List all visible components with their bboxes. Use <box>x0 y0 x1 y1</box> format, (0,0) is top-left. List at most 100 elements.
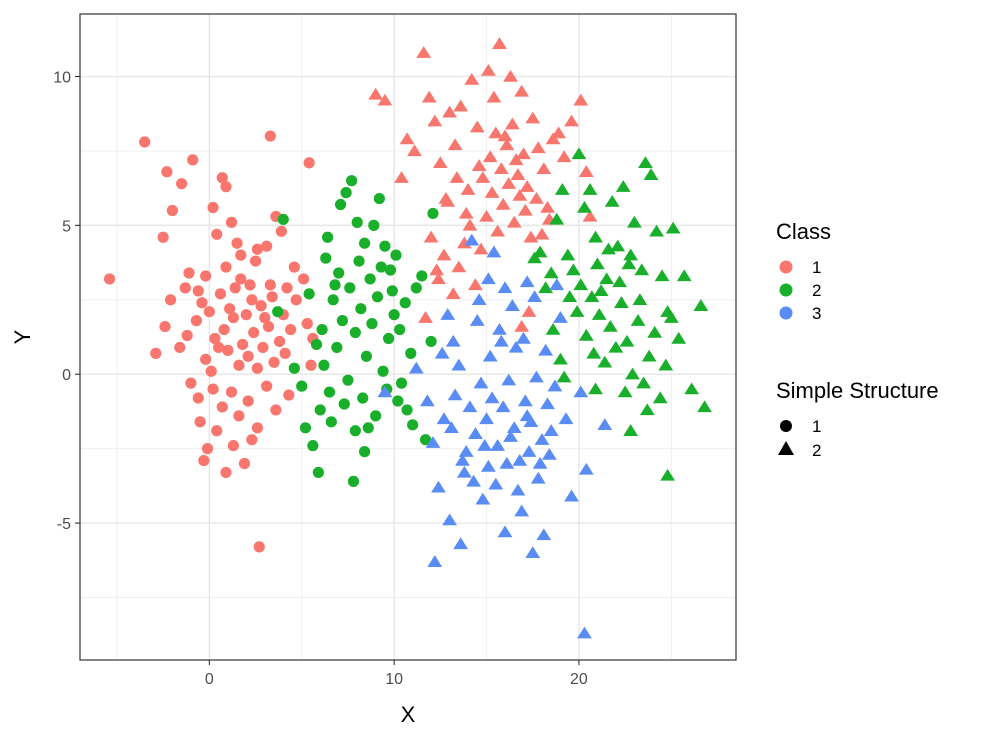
data-point-class-2-circle <box>401 404 413 416</box>
y-axis-title: Y <box>10 329 35 344</box>
data-point-class-1-circle <box>246 434 258 446</box>
data-point-class-2-circle <box>296 380 308 392</box>
data-point-class-1-circle <box>200 353 212 365</box>
data-point-class-3-triangle <box>479 412 494 425</box>
data-point-class-1-circle <box>181 329 193 342</box>
legend-class-2-key <box>779 283 793 297</box>
data-point-class-1-triangle <box>377 93 393 106</box>
data-point-class-1-triangle <box>525 111 541 124</box>
data-point-class-1-circle <box>266 291 278 303</box>
data-point-class-3-triangle <box>527 290 542 303</box>
data-point-class-2-triangle <box>556 370 572 383</box>
data-point-class-1-triangle <box>564 114 579 127</box>
data-point-class-1-circle <box>264 130 276 142</box>
data-point-class-1-circle <box>192 392 204 404</box>
data-point-class-3-triangle <box>480 459 496 472</box>
data-point-class-1-triangle <box>514 319 530 332</box>
data-point-class-2-triangle <box>582 183 598 195</box>
data-point-class-1-circle <box>235 273 247 285</box>
data-point-class-3-triangle <box>543 424 559 436</box>
data-point-class-2-circle <box>327 294 339 306</box>
data-point-class-1-triangle <box>418 311 433 323</box>
data-point-class-2-circle <box>368 219 380 231</box>
data-point-class-1-circle <box>297 273 310 285</box>
data-point-class-1-circle <box>214 288 227 300</box>
data-point-class-1-triangle <box>464 72 480 85</box>
data-point-class-2-triangle <box>599 272 615 285</box>
data-point-class-1-triangle <box>519 180 535 192</box>
data-point-class-2-triangle <box>588 382 603 395</box>
data-point-class-3-triangle <box>534 433 550 445</box>
data-point-class-3-triangle <box>541 447 557 460</box>
data-point-class-3-triangle <box>425 436 441 448</box>
panel-border <box>79 13 737 661</box>
data-point-class-2-triangle <box>684 382 700 395</box>
data-point-class-3-triangle <box>484 391 500 404</box>
data-point-class-2-triangle <box>697 400 712 413</box>
data-point-class-1-triangle <box>471 159 487 172</box>
data-point-class-3-triangle <box>497 281 513 294</box>
data-point-class-1-circle <box>176 178 188 190</box>
data-point-class-2-triangle <box>601 242 616 255</box>
data-point-class-2-triangle <box>649 224 664 237</box>
data-point-class-1-triangle <box>427 114 443 127</box>
data-point-class-1-triangle <box>429 263 445 276</box>
data-point-class-2-triangle <box>565 263 581 276</box>
data-point-class-1-triangle <box>534 227 550 240</box>
data-point-class-2-triangle <box>597 355 613 368</box>
data-point-class-3-triangle <box>468 427 483 439</box>
data-point-class-2-triangle <box>665 221 681 234</box>
data-point-class-1-circle <box>231 237 243 249</box>
data-point-class-3-triangle <box>505 299 520 311</box>
data-point-class-3-triangle <box>466 474 481 487</box>
data-point-class-3-triangle <box>447 388 463 401</box>
data-point-class-3-triangle <box>516 331 531 344</box>
legend-class-1-label: 1 <box>812 258 821 277</box>
data-point-class-1-circle <box>205 365 217 377</box>
data-point-class-2-circle <box>329 279 341 291</box>
data-point-class-1-circle <box>233 359 245 371</box>
data-point-class-1-circle <box>150 347 162 359</box>
legend-structure-1-key <box>780 420 792 432</box>
data-point-class-3-triangle <box>444 421 459 433</box>
data-point-class-1-circle <box>270 404 282 416</box>
legend-class: Class 1 2 3 <box>776 219 831 323</box>
data-point-class-1-triangle <box>407 144 422 157</box>
data-point-class-1-triangle <box>431 272 446 285</box>
data-point-class-1-circle <box>201 443 214 455</box>
data-point-class-2-circle <box>379 240 391 252</box>
data-point-class-3-triangle <box>480 272 496 285</box>
data-point-class-3-triangle <box>473 376 489 389</box>
data-point-class-1-triangle <box>529 191 544 204</box>
data-point-class-1-triangle <box>468 278 483 291</box>
data-point-class-1-triangle <box>486 90 502 103</box>
data-point-class-3-triangle <box>501 373 517 386</box>
data-point-class-1-circle <box>139 136 151 148</box>
data-point-class-1-triangle <box>536 162 552 175</box>
data-point-class-2-triangle <box>654 269 670 282</box>
data-point-class-2-circle <box>272 306 284 318</box>
data-point-class-1-circle <box>227 312 239 324</box>
data-point-class-2-triangle <box>588 230 603 243</box>
data-point-class-1-triangle <box>440 194 456 207</box>
data-point-class-1-circle <box>257 341 269 354</box>
data-point-class-2-circle <box>392 395 404 407</box>
data-point-class-1-circle <box>190 315 203 327</box>
legend-class-3-label: 3 <box>812 304 821 323</box>
data-point-class-2-circle <box>331 341 343 354</box>
legend-class-title: Class <box>776 219 831 244</box>
data-point-class-2-circle <box>405 347 417 359</box>
data-point-class-1-circle <box>203 306 215 318</box>
data-point-class-1-circle <box>200 270 212 282</box>
data-point-class-1-triangle <box>516 147 531 160</box>
data-point-class-1-circle <box>225 216 238 228</box>
data-point-class-2-triangle <box>615 180 631 192</box>
data-point-class-1-circle <box>288 261 300 273</box>
data-point-class-1-circle <box>185 377 197 389</box>
y-axis-ticks: -5 0 5 10 <box>53 70 80 533</box>
data-point-class-3-triangle <box>469 314 485 326</box>
data-point-class-1-triangle <box>521 305 537 317</box>
data-point-class-3-triangle <box>523 415 539 428</box>
data-point-class-1-triangle <box>469 120 485 133</box>
data-point-class-2-circle <box>347 475 360 487</box>
